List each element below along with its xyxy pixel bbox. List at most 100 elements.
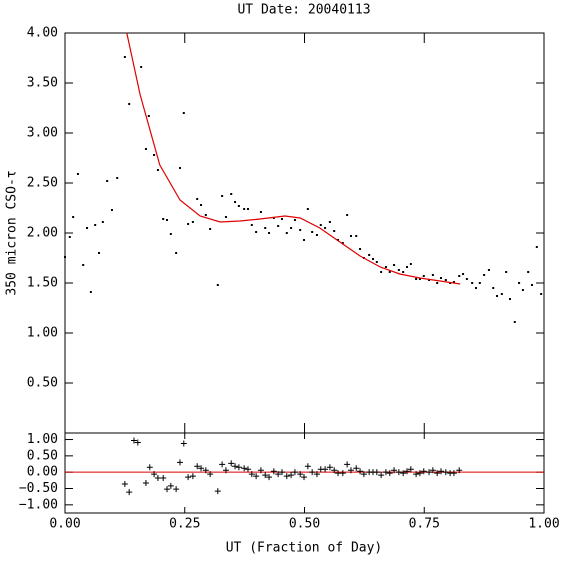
residual-point xyxy=(189,473,196,480)
data-point xyxy=(147,115,150,117)
residual-point xyxy=(219,461,226,468)
data-point xyxy=(465,278,468,280)
residual-point xyxy=(154,475,161,482)
residual-point xyxy=(353,465,360,472)
residual-point xyxy=(301,474,308,481)
residual-point xyxy=(357,468,364,475)
data-point xyxy=(191,221,194,223)
data-point xyxy=(324,227,327,229)
residual-point xyxy=(450,470,457,477)
data-point xyxy=(204,214,207,216)
residual-point xyxy=(275,471,282,478)
data-point xyxy=(221,195,224,197)
y-tick-label: 3.50 xyxy=(27,76,58,91)
residual-point xyxy=(142,479,149,486)
data-point xyxy=(123,56,126,58)
data-point xyxy=(431,274,434,276)
residual-point xyxy=(438,468,445,475)
data-point xyxy=(277,225,280,227)
residual-point xyxy=(160,475,167,482)
data-point xyxy=(110,209,113,211)
residual-point xyxy=(130,437,137,444)
data-point xyxy=(94,224,97,226)
data-point xyxy=(209,228,212,230)
data-point xyxy=(243,208,246,210)
x-tick-label: 0.00 xyxy=(49,517,80,532)
x-axis-label: UT (Fraction of Day) xyxy=(226,541,383,556)
y-tick-label: 4.00 xyxy=(27,26,58,41)
residual-point xyxy=(291,469,298,476)
residual-point xyxy=(407,466,414,473)
residual-point xyxy=(400,470,407,477)
residual-point xyxy=(173,486,180,493)
data-point xyxy=(521,289,524,291)
residual-point xyxy=(266,474,273,481)
data-point xyxy=(89,291,92,293)
residual-point xyxy=(232,463,239,470)
data-point xyxy=(290,227,293,229)
data-point xyxy=(264,227,267,229)
data-point xyxy=(349,235,352,237)
data-point xyxy=(196,198,199,200)
data-point xyxy=(128,103,131,105)
data-point xyxy=(259,211,262,213)
residual-point xyxy=(347,467,354,474)
y-tick-label: −0.50 xyxy=(19,481,58,496)
residual-point xyxy=(257,467,264,474)
residual-point xyxy=(222,467,229,474)
data-point xyxy=(98,252,101,254)
residual-point xyxy=(164,486,171,493)
data-point xyxy=(341,242,344,244)
y-tick-label: 1.50 xyxy=(27,276,58,291)
data-point xyxy=(230,193,233,195)
y-tick-label: 2.50 xyxy=(27,176,58,191)
data-point xyxy=(280,218,283,220)
data-point xyxy=(178,167,181,169)
data-point xyxy=(72,216,75,218)
y-tick-label: 0.00 xyxy=(27,465,58,480)
data-point xyxy=(187,223,190,225)
data-point xyxy=(224,216,227,218)
residual-point xyxy=(185,474,192,481)
data-point xyxy=(82,264,85,266)
residual-point xyxy=(456,467,463,474)
data-point xyxy=(175,252,178,254)
residual-point xyxy=(322,466,329,473)
data-point xyxy=(409,263,412,265)
data-point xyxy=(234,201,237,203)
data-point xyxy=(368,254,371,256)
data-point xyxy=(166,219,169,221)
residual-point xyxy=(214,488,221,495)
fit-curve xyxy=(126,32,461,285)
chart-title: UT Date: 20040113 xyxy=(237,3,370,18)
residual-point xyxy=(426,469,433,476)
x-tick-label: 0.25 xyxy=(169,517,200,532)
residual-point xyxy=(134,439,141,446)
residual-point xyxy=(235,464,242,471)
data-point xyxy=(518,282,521,284)
y-tick-label: 3.00 xyxy=(27,126,58,141)
data-point xyxy=(255,231,258,233)
data-point xyxy=(531,284,534,286)
plot-frame xyxy=(64,32,545,434)
residual-point xyxy=(176,459,183,466)
residual-point xyxy=(126,489,133,496)
residual-point xyxy=(395,469,402,476)
data-point xyxy=(64,256,66,258)
data-point xyxy=(106,180,109,182)
residual-point xyxy=(313,471,320,478)
data-point xyxy=(237,205,240,207)
y-tick-label: −1.00 xyxy=(19,497,58,512)
residual-point xyxy=(360,471,367,478)
data-point xyxy=(306,208,309,210)
data-point xyxy=(68,236,71,238)
residual-point xyxy=(207,471,214,478)
data-point xyxy=(444,279,447,281)
data-point xyxy=(153,154,156,156)
data-point xyxy=(474,287,477,289)
data-point xyxy=(513,321,516,323)
residual-point xyxy=(344,461,351,468)
y-tick-label: 1.00 xyxy=(27,432,58,447)
y-axis-label: 350 micron CSO-τ xyxy=(5,170,20,295)
